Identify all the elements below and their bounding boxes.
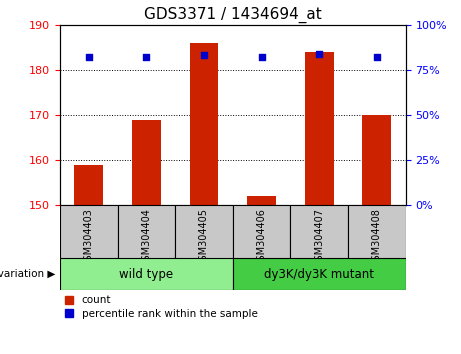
Text: wild type: wild type xyxy=(119,268,173,281)
Text: GSM304403: GSM304403 xyxy=(84,208,94,267)
Bar xyxy=(60,205,118,258)
Text: GSM304405: GSM304405 xyxy=(199,208,209,267)
Point xyxy=(258,55,266,60)
Bar xyxy=(60,258,233,290)
Point xyxy=(315,51,323,57)
Legend: count, percentile rank within the sample: count, percentile rank within the sample xyxy=(65,296,258,319)
Bar xyxy=(247,196,276,205)
Title: GDS3371 / 1434694_at: GDS3371 / 1434694_at xyxy=(144,7,322,23)
Bar xyxy=(74,165,103,205)
Text: genotype/variation ▶: genotype/variation ▶ xyxy=(0,269,55,279)
Bar xyxy=(189,43,219,205)
Point xyxy=(142,55,150,60)
Text: GSM304404: GSM304404 xyxy=(142,208,151,267)
Text: GSM304408: GSM304408 xyxy=(372,208,382,267)
Bar xyxy=(132,120,161,205)
Bar xyxy=(233,205,290,258)
Bar xyxy=(348,205,406,258)
Point xyxy=(373,55,381,60)
Bar xyxy=(118,205,175,258)
Bar xyxy=(290,205,348,258)
Bar xyxy=(175,205,233,258)
Bar xyxy=(305,52,334,205)
Point xyxy=(200,53,207,58)
Text: GSM304407: GSM304407 xyxy=(314,208,324,267)
Bar xyxy=(362,115,391,205)
Point xyxy=(85,55,92,60)
Text: GSM304406: GSM304406 xyxy=(257,208,266,267)
Bar xyxy=(233,258,406,290)
Text: dy3K/dy3K mutant: dy3K/dy3K mutant xyxy=(264,268,374,281)
